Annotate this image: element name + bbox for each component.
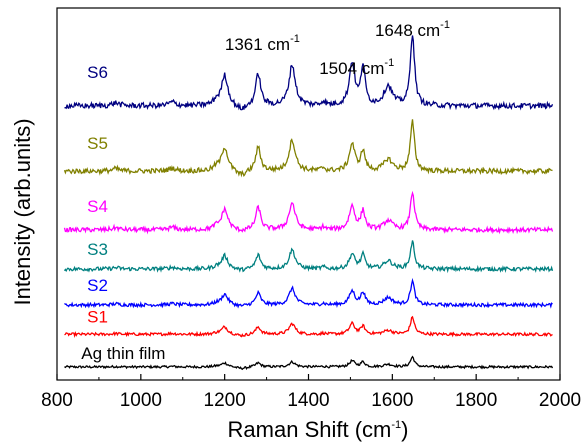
x-tick-label: 1600 [371,390,413,411]
series-label: S6 [87,63,108,82]
series-line [63,240,554,274]
x-tick-label: 800 [41,390,73,411]
x-tick-label: 1000 [120,390,162,411]
peak-annotation: 1361 cm-1 [225,33,300,54]
plot-frame [56,7,561,381]
series-line [64,277,553,309]
x-axis-ticks: 800 1000 1200 1400 1600 1800 2000 [41,374,581,411]
series-label: S4 [87,197,108,216]
x-axis-title-main: Raman Shift (cm [228,417,392,442]
series-line [64,315,553,338]
y-axis-title: Intensity (arb.units) [10,118,35,305]
peak-annotation: 1504 cm-1 [319,57,394,78]
x-tick-label: 1400 [287,390,329,411]
series-label: S3 [87,240,108,259]
series-label: S5 [87,134,108,153]
plot-border [56,7,561,381]
series-line [64,35,554,111]
peak-annotations: 1361 cm-1 1504 cm-1 1648 cm-1 [225,19,450,78]
series-label: S1 [87,307,108,326]
x-tick-label: 1200 [204,390,246,411]
x-tick-label: 1800 [455,390,497,411]
series-label: S2 [87,276,108,295]
x-axis-title-sup: -1 [391,419,401,431]
peak-annotation: 1648 cm-1 [375,19,450,40]
series-labels: Ag thin film S1 S2 S3 S4 S5 S6 [81,63,165,363]
x-axis-title: Raman Shift (cm-1) [228,417,409,442]
spectra-traces [63,35,554,371]
series-line [63,190,554,235]
x-axis-title-suffix: ) [401,417,408,442]
series-label: Ag thin film [81,344,165,363]
series-line [64,355,554,371]
series-line [63,119,553,178]
x-tick-label: 2000 [539,390,581,411]
